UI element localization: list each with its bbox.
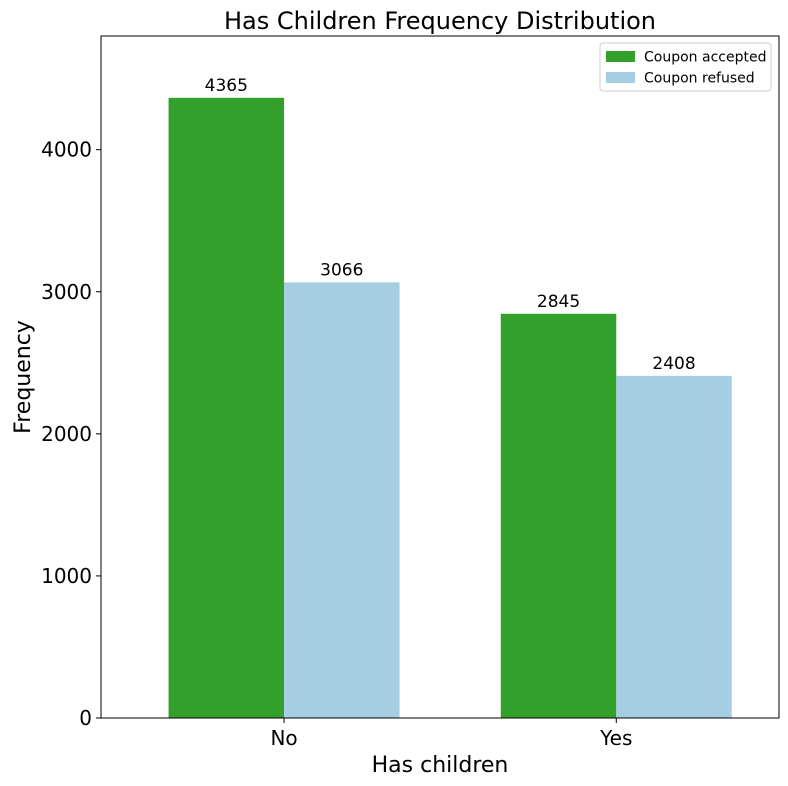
x-tick-label: Yes [599,726,632,750]
bar-value-label: 4365 [205,76,248,96]
legend-label: Coupon accepted [644,50,766,66]
y-tick-label: 4000 [41,138,92,162]
bar-coupon-refused-no [284,282,400,718]
bar-value-label: 2408 [652,354,695,374]
legend-label: Coupon refused [644,71,755,87]
y-tick-label: 1000 [41,564,92,588]
bar-value-label: 2845 [537,292,580,312]
legend-box [599,42,772,92]
y-axis: 0 1000 2000 3000 4000 [41,138,101,730]
chart-title: Has Children Frequency Distribution [224,7,656,35]
y-tick-label: 3000 [41,280,92,304]
bars-layer [168,97,732,718]
y-axis-label: Frequency [11,320,36,434]
x-axis: No Yes [270,718,632,750]
bar-coupon-accepted-yes [500,313,617,718]
legend: Coupon accepted Coupon refused [599,42,772,92]
bar-coupon-refused-yes [616,375,732,718]
bar-labels-layer: 4365 3066 2845 2408 [205,76,696,374]
x-axis-label: Has children [372,753,509,778]
plot-frame [100,35,780,719]
bar-coupon-accepted-no [168,97,285,718]
x-tick-label: No [270,726,297,750]
legend-swatch [606,72,635,83]
legend-swatch [606,51,635,62]
y-tick-label: 2000 [41,422,92,446]
y-tick-label: 0 [79,706,92,730]
bar-value-label: 3066 [320,260,363,280]
